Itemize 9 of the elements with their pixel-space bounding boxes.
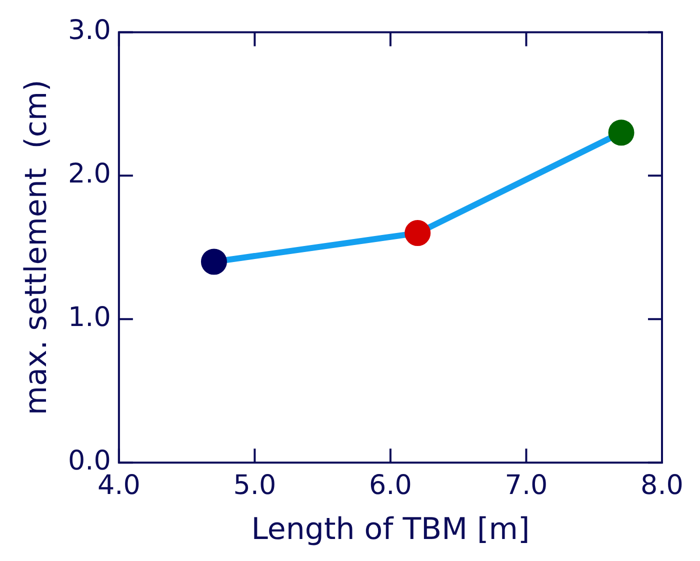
x-tick-label: 7.0 — [504, 470, 548, 501]
y-tick-label: 1.0 — [68, 302, 111, 334]
x-tick-label: 8.0 — [640, 470, 684, 501]
y-tick-label: 3.0 — [68, 15, 111, 46]
x-tick-label: 5.0 — [233, 470, 276, 501]
y-axis-title: max. settlement (cm) — [18, 80, 54, 416]
x-axis-title: Length of TBM [m] — [251, 512, 530, 547]
x-tick-label: 6.0 — [368, 470, 412, 501]
y-tick-label: 2.0 — [68, 158, 111, 190]
